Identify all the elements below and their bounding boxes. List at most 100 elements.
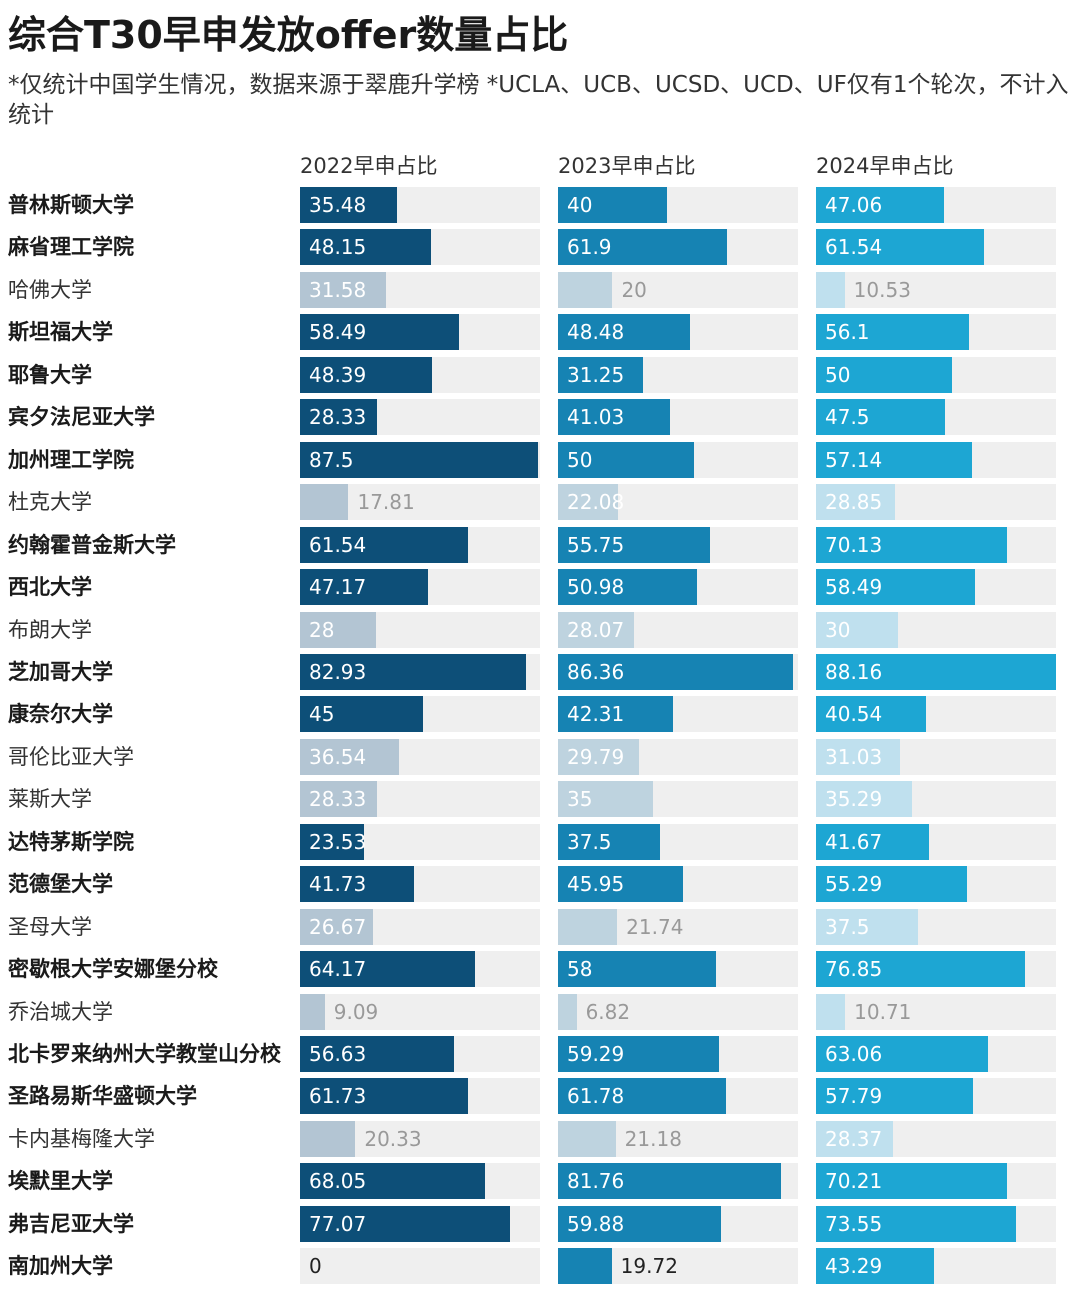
data-label: 40.54 [825, 702, 883, 727]
data-label: 47.17 [309, 575, 367, 600]
bar-2022 [300, 1163, 486, 1200]
bar-2023 [558, 314, 690, 351]
category-label: 埃默里大学 [8, 1169, 113, 1194]
bar-track [816, 993, 1056, 1030]
bar-2023 [558, 993, 577, 1030]
data-label: 21.74 [626, 914, 684, 939]
bar-2024 [816, 229, 984, 266]
bar-2024 [816, 1205, 1017, 1242]
bar-2024 [816, 1120, 894, 1157]
bar-2024 [816, 441, 972, 478]
bar-2023 [558, 271, 613, 308]
bar-2022 [300, 696, 423, 733]
category-label: 加州理工学院 [8, 447, 134, 472]
data-label: 35.48 [309, 193, 367, 217]
data-label: 36.54 [309, 744, 367, 769]
category-label: 卡内基梅隆大学 [8, 1126, 155, 1151]
data-label: 86.36 [567, 659, 625, 684]
category-label: 莱斯大学 [8, 787, 92, 812]
data-label: 61.78 [567, 1084, 625, 1109]
data-label: 10.53 [853, 277, 911, 302]
bar-2024 [816, 399, 946, 436]
data-label: 31.03 [825, 744, 883, 769]
bar-2023 [558, 823, 661, 860]
data-label: 31.58 [309, 277, 367, 302]
data-label: 55.29 [825, 872, 883, 897]
bar-track [300, 993, 540, 1030]
bar-2024 [816, 314, 969, 351]
column-header-2023: 2023早申占比 [558, 154, 696, 178]
bar-2022 [300, 187, 397, 223]
bar-2022 [300, 781, 378, 818]
data-label: 58 [567, 957, 593, 982]
chart-subtitle: *仅统计中国学生情况，数据来源于翠鹿升学榜 *UCLA、UCB、UCSD、UCD… [8, 72, 1069, 128]
bar-2024 [816, 866, 967, 903]
bar-2022 [300, 908, 373, 945]
bar-2024 [816, 356, 953, 393]
bar-2024 [816, 993, 846, 1030]
bar-2023 [558, 1163, 781, 1200]
bar-2023 [558, 187, 667, 223]
data-label: 68.05 [309, 1169, 367, 1194]
category-label: 普林斯顿大学 [8, 193, 134, 217]
data-label: 45.95 [567, 872, 625, 897]
bar-2023 [558, 1036, 720, 1072]
bar-2022 [300, 441, 539, 478]
bar-2022 [300, 738, 400, 775]
data-label: 87.5 [309, 447, 354, 472]
category-label: 弗吉尼亚大学 [8, 1211, 134, 1236]
bar-2023 [558, 951, 716, 988]
data-label: 81.76 [567, 1169, 625, 1194]
data-label: 23.53 [309, 829, 367, 854]
data-label: 37.5 [567, 829, 612, 854]
data-label: 31.25 [567, 362, 625, 387]
bar-2024 [816, 781, 913, 818]
data-label: 58.49 [309, 320, 367, 345]
bar-2023 [558, 781, 654, 818]
chart-title: 综合T30早申发放offer数量占比 [8, 13, 569, 57]
bar-2024 [816, 611, 898, 648]
data-label: 37.5 [825, 914, 870, 939]
category-label: 哥伦比亚大学 [8, 744, 134, 769]
data-label: 48.15 [309, 235, 367, 260]
data-label: 47.06 [825, 193, 883, 217]
data-label: 76.85 [825, 957, 883, 982]
category-label: 耶鲁大学 [8, 362, 92, 387]
data-label: 61.73 [309, 1084, 367, 1109]
bar-track [816, 271, 1056, 308]
bar-2022 [300, 229, 432, 266]
bar-2022 [300, 653, 526, 690]
data-label: 35.29 [825, 787, 883, 812]
bar-2022 [300, 866, 414, 903]
data-label: 88.16 [825, 659, 883, 684]
bar-2023 [558, 1078, 727, 1115]
bar-2024 [816, 951, 1026, 988]
data-label: 50 [567, 447, 593, 472]
bar-2024 [816, 696, 927, 733]
category-label: 斯坦福大学 [8, 320, 113, 345]
bar-2023 [558, 1120, 616, 1157]
bar-track [558, 993, 798, 1030]
data-label: 70.21 [825, 1169, 883, 1194]
data-label: 50.98 [567, 575, 625, 600]
data-label: 61.9 [567, 235, 612, 260]
data-label: 6.82 [585, 999, 631, 1024]
bar-2024 [816, 271, 845, 308]
data-label: 28.37 [825, 1126, 883, 1151]
data-label: 55.75 [567, 532, 625, 557]
category-label: 范德堡大学 [8, 872, 113, 897]
bar-2024 [816, 484, 895, 521]
data-label: 35 [567, 787, 593, 812]
bar-2023 [558, 356, 644, 393]
bar-2023 [558, 738, 640, 775]
data-label: 22.08 [567, 490, 625, 515]
data-label: 70.13 [825, 532, 883, 557]
category-label: 南加州大学 [8, 1254, 113, 1279]
column-header-2024: 2024早申占比 [816, 154, 954, 178]
bar-track [300, 1248, 540, 1285]
bar-2023 [558, 1205, 721, 1242]
bar-2024 [816, 1078, 974, 1115]
data-label: 10.71 [854, 999, 912, 1024]
bar-2023 [558, 484, 619, 521]
bar-2022 [300, 611, 377, 648]
